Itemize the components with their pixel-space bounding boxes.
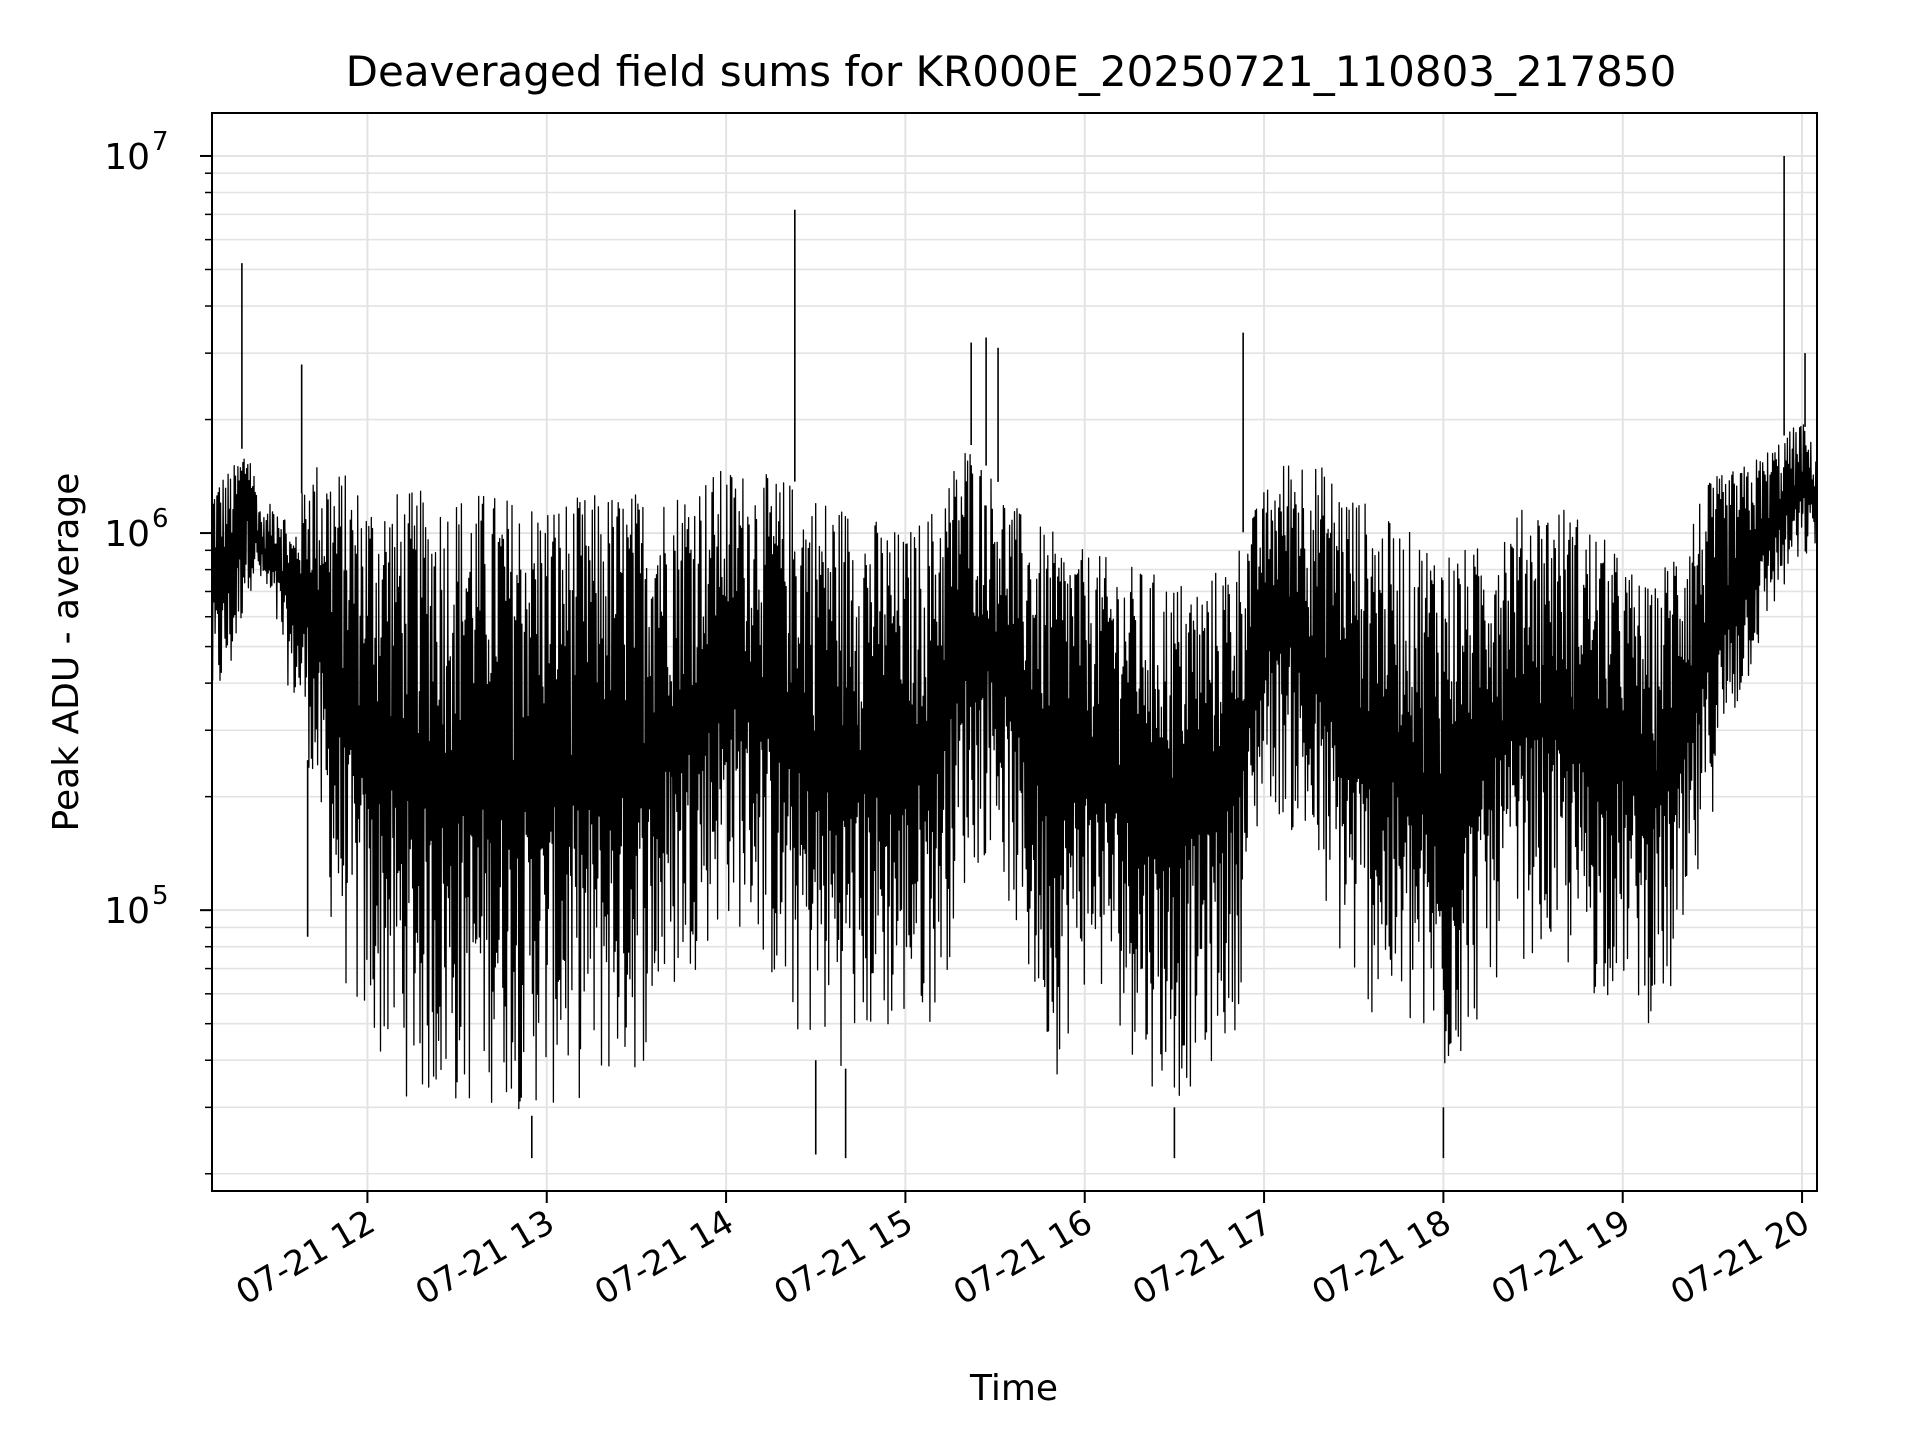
x-axis-label: Time — [969, 1368, 1058, 1409]
y-tick-exponent: 6 — [152, 504, 169, 534]
y-axis-label: Peak ADU - average — [46, 473, 87, 832]
y-tick-label: 10 — [104, 137, 150, 178]
y-tick-exponent: 5 — [152, 881, 169, 911]
y-tick-label: 10 — [104, 514, 150, 555]
data-line — [211, 424, 1818, 1110]
series-trace — [211, 155, 1818, 1159]
y-tick-label: 10 — [104, 891, 150, 932]
plot-frame — [211, 112, 1818, 1192]
chart-title: Deaveraged field sums for KR000E_2025072… — [346, 47, 1677, 96]
y-tick-exponent: 7 — [152, 127, 169, 157]
